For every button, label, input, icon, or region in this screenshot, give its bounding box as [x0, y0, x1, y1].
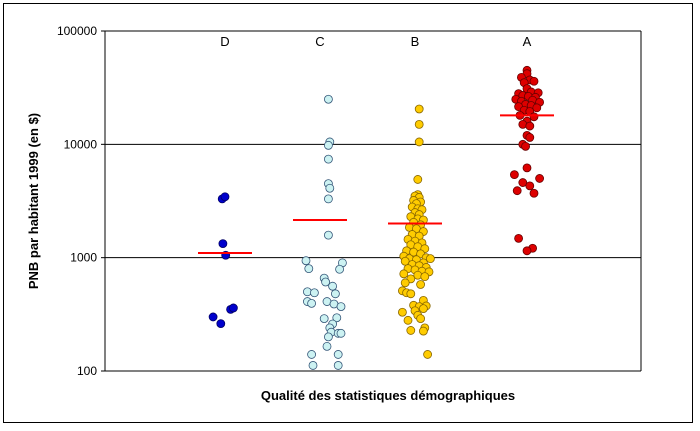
data-point — [328, 281, 338, 291]
chart-frame — [3, 3, 693, 423]
data-point — [525, 121, 535, 131]
data-point — [414, 119, 424, 129]
data-point — [521, 141, 530, 151]
data-point — [323, 154, 333, 164]
data-point — [425, 254, 435, 264]
data-point — [522, 163, 532, 173]
data-point — [220, 192, 230, 202]
x-axis-title: Qualité des statistiques démographiques — [261, 388, 515, 403]
category-label: C — [315, 34, 324, 49]
category-label: B — [411, 34, 420, 49]
data-point — [400, 256, 410, 266]
data-point — [304, 264, 314, 274]
data-point — [414, 104, 424, 114]
y-axis-title: PNB par habitant 1999 (en $) — [26, 113, 41, 289]
data-point — [532, 103, 542, 113]
data-point — [510, 170, 519, 180]
data-point — [397, 307, 407, 317]
data-point — [309, 288, 319, 298]
data-points — [208, 65, 544, 370]
data-point — [406, 289, 416, 299]
data-point — [416, 280, 426, 289]
data-point — [323, 140, 333, 150]
data-point — [514, 233, 523, 243]
y-tick-label: 1000 — [70, 251, 97, 265]
data-point — [529, 188, 539, 198]
data-point — [319, 314, 329, 323]
data-point — [323, 94, 333, 104]
data-point — [323, 194, 333, 204]
gridlines — [101, 30, 642, 372]
data-point — [333, 361, 343, 370]
data-point — [418, 304, 428, 314]
data-point — [529, 112, 539, 122]
data-point — [336, 302, 346, 312]
data-point — [336, 328, 346, 338]
data-point — [518, 178, 528, 187]
data-point — [307, 350, 317, 359]
data-point — [529, 76, 539, 86]
data-point — [406, 326, 416, 335]
category-label: D — [220, 34, 229, 49]
data-point — [423, 350, 433, 359]
data-point — [228, 303, 238, 313]
category-label: A — [523, 34, 532, 49]
data-point — [301, 256, 311, 266]
data-point — [208, 312, 218, 322]
data-point — [525, 181, 535, 191]
data-point — [333, 350, 343, 359]
data-point — [403, 315, 413, 325]
y-tick-label: 10000 — [64, 137, 98, 151]
data-point — [321, 277, 331, 287]
data-point — [418, 326, 428, 336]
data-point — [323, 230, 333, 240]
y-tick-label: 100000 — [57, 24, 97, 38]
data-point — [522, 246, 532, 256]
data-point — [535, 174, 544, 183]
data-point — [420, 272, 430, 282]
data-point — [399, 269, 409, 279]
data-point — [323, 332, 333, 342]
data-point — [325, 183, 335, 193]
y-tick-label: 100 — [77, 364, 97, 378]
data-point — [400, 278, 410, 288]
data-point — [307, 298, 317, 308]
data-point — [322, 341, 332, 351]
data-point — [525, 133, 535, 142]
data-point — [414, 137, 424, 147]
data-point — [335, 264, 345, 274]
data-point — [218, 239, 228, 249]
data-point — [332, 313, 342, 323]
data-point — [416, 314, 426, 323]
data-point — [216, 319, 226, 328]
data-point — [512, 186, 522, 196]
mean-lines — [198, 114, 554, 254]
y-tick-labels: 100 1000 10000 100000 — [57, 24, 97, 378]
data-point — [413, 175, 423, 184]
data-point — [330, 289, 340, 299]
data-point — [308, 361, 318, 370]
